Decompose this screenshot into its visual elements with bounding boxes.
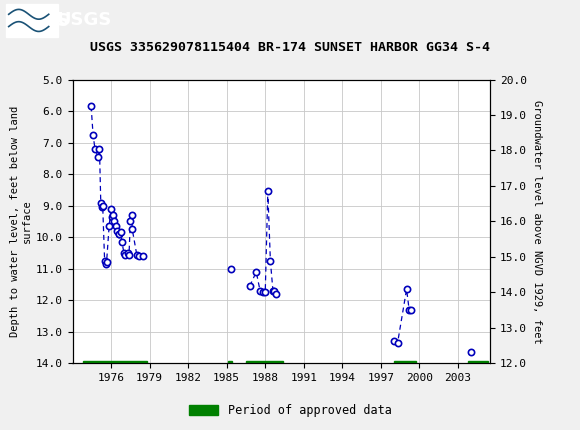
Bar xyxy=(246,361,283,367)
Bar xyxy=(468,361,488,367)
Bar xyxy=(394,361,416,367)
Legend: Period of approved data: Period of approved data xyxy=(184,399,396,422)
Text: USGS: USGS xyxy=(56,12,111,29)
FancyBboxPatch shape xyxy=(7,4,50,37)
Bar xyxy=(228,361,233,367)
Y-axis label: Depth to water level, feet below land
surface: Depth to water level, feet below land su… xyxy=(10,106,32,337)
Y-axis label: Groundwater level above NGVD 1929, feet: Groundwater level above NGVD 1929, feet xyxy=(532,100,542,343)
Bar xyxy=(83,361,147,367)
Text: USGS 335629078115404 BR-174 SUNSET HARBOR GG34 S-4: USGS 335629078115404 BR-174 SUNSET HARBO… xyxy=(90,41,490,54)
Text: ╳USGS: ╳USGS xyxy=(9,10,70,31)
Bar xyxy=(6,4,58,37)
